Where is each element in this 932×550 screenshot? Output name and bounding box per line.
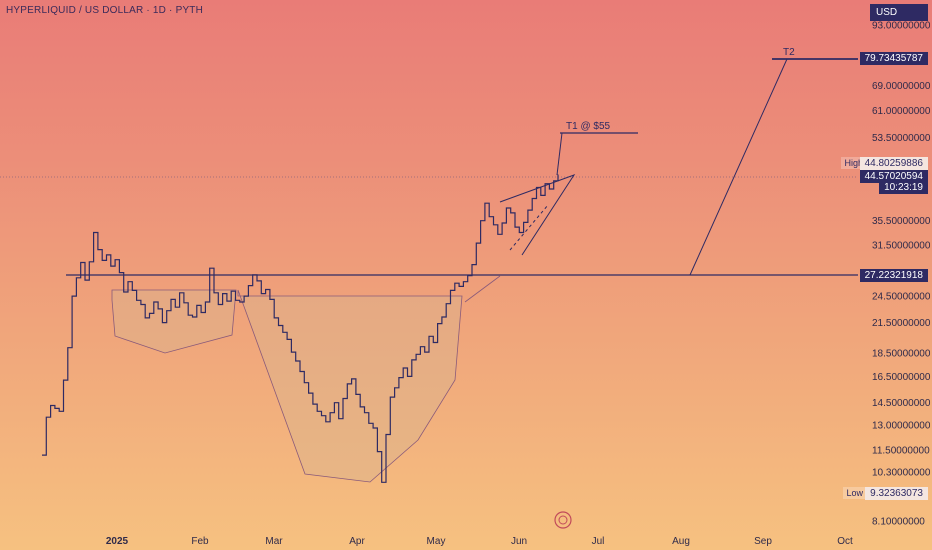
price-tick-label: 21.50000000 — [872, 318, 931, 329]
time-tick-label: Mar — [265, 536, 283, 547]
chart-title: HYPERLIQUID / US DOLLAR · 1D · PYTH — [6, 5, 204, 16]
time-tick-label: Feb — [191, 536, 209, 547]
time-tick-label: Jun — [511, 536, 527, 547]
price-tick-label: 14.50000000 — [872, 398, 931, 409]
cup-main-fill — [237, 289, 463, 483]
price-tick-label: 35.50000000 — [872, 216, 931, 227]
price-tick-label: 18.50000000 — [872, 349, 931, 360]
currency-button[interactable]: USD — [870, 4, 928, 21]
price-tick-label: 61.00000000 — [872, 106, 931, 117]
price-tick-label: 24.50000000 — [872, 292, 931, 303]
time-tick-label: Jul — [592, 536, 605, 547]
time-tick-label: Apr — [349, 536, 365, 547]
time-axis[interactable]: 2025 Feb Mar Apr May Jun Jul Aug Sep Oct — [106, 536, 853, 547]
handle-line — [464, 275, 501, 303]
price-tick-label: 31.50000000 — [872, 241, 931, 252]
price-tick-label: 16.50000000 — [872, 372, 931, 383]
price-tick-label: 93.00000000 — [872, 21, 931, 32]
price-series-line — [42, 174, 559, 483]
t2-projection — [689, 58, 788, 276]
wedge-pattern — [499, 174, 576, 256]
time-tick-label: Sep — [754, 536, 772, 547]
low-price-tag: 9.32363073 — [865, 487, 928, 500]
current-price-tag: 44.57020594 — [859, 170, 928, 183]
price-tick-label: 8.10000000 — [872, 517, 925, 528]
t1-connector — [556, 132, 563, 176]
low-side-label: Low — [843, 487, 866, 499]
price-tick-label: 69.00000000 — [872, 81, 931, 92]
price-tick-label: 53.50000000 — [872, 133, 931, 144]
time-tick-label: 2025 — [106, 536, 129, 547]
price-tick-label: 11.50000000 — [872, 445, 930, 456]
tradingview-logo-icon — [554, 511, 572, 529]
price-tick-label: 13.00000000 — [872, 420, 931, 431]
neckline-price-tag: 27.22321918 — [859, 269, 928, 282]
t2-label: T2 — [783, 47, 795, 58]
time-tick-label: May — [427, 536, 446, 547]
time-tick-label: Aug — [672, 536, 690, 547]
t1-label: T1 @ $55 — [566, 121, 611, 132]
countdown-tag: 10:23:19 — [879, 181, 928, 194]
price-tick-label: 10.30000000 — [872, 468, 931, 479]
time-tick-label: Oct — [837, 536, 853, 547]
wedge-dash — [509, 204, 549, 251]
t2-price-tag: 79.73435787 — [859, 52, 928, 65]
high-price-tag: 44.80259886 — [859, 157, 928, 170]
price-axis[interactable]: 93.00000000 69.00000000 61.00000000 53.5000… — [872, 21, 931, 528]
